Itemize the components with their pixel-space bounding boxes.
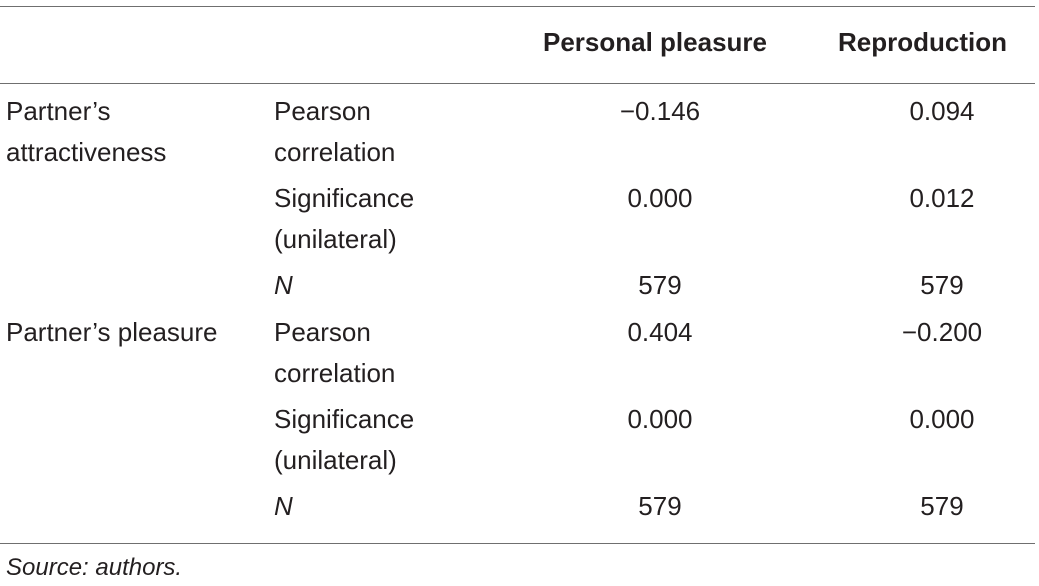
cell-personal-pleasure: −0.146 <box>619 96 701 126</box>
row-stat-label: Pearson <box>274 317 371 347</box>
cell-personal-pleasure: 579 <box>638 491 682 521</box>
table-header-rule <box>0 83 1035 84</box>
cell-personal-pleasure: 0.000 <box>627 404 693 434</box>
row-stat-label-line2: (unilateral) <box>274 445 397 475</box>
group-label-line1: Partner’s <box>6 96 111 126</box>
group-label-line1: Partner’s pleasure <box>6 317 218 347</box>
cell-reproduction: −0.200 <box>901 317 983 347</box>
header-reproduction: Reproduction <box>838 27 1007 57</box>
row-stat-label: Significance <box>274 183 415 213</box>
row-stat-label-line2: correlation <box>274 137 396 167</box>
table-top-rule <box>0 6 1035 7</box>
cell-reproduction: 0.000 <box>909 404 975 434</box>
cell-personal-pleasure: 0.000 <box>627 183 693 213</box>
cell-reproduction: 579 <box>920 491 964 521</box>
row-stat-label-line2: (unilateral) <box>274 224 397 254</box>
cell-reproduction: 579 <box>920 270 964 300</box>
cell-personal-pleasure: 0.404 <box>627 317 693 347</box>
cell-reproduction: 0.094 <box>909 96 975 126</box>
table-footnote: Source: authors. <box>6 554 183 581</box>
row-stat-label: N <box>274 270 293 300</box>
cell-personal-pleasure: 579 <box>638 270 682 300</box>
header-personal-pleasure: Personal pleasure <box>543 27 767 57</box>
cell-reproduction: 0.012 <box>909 183 975 213</box>
row-stat-label: Significance <box>274 404 415 434</box>
group-label-line2: attractiveness <box>6 137 167 167</box>
row-stat-label-line2: correlation <box>274 358 396 388</box>
table-bottom-rule <box>0 543 1035 544</box>
row-stat-label: N <box>274 491 293 521</box>
row-stat-label: Pearson <box>274 96 371 126</box>
